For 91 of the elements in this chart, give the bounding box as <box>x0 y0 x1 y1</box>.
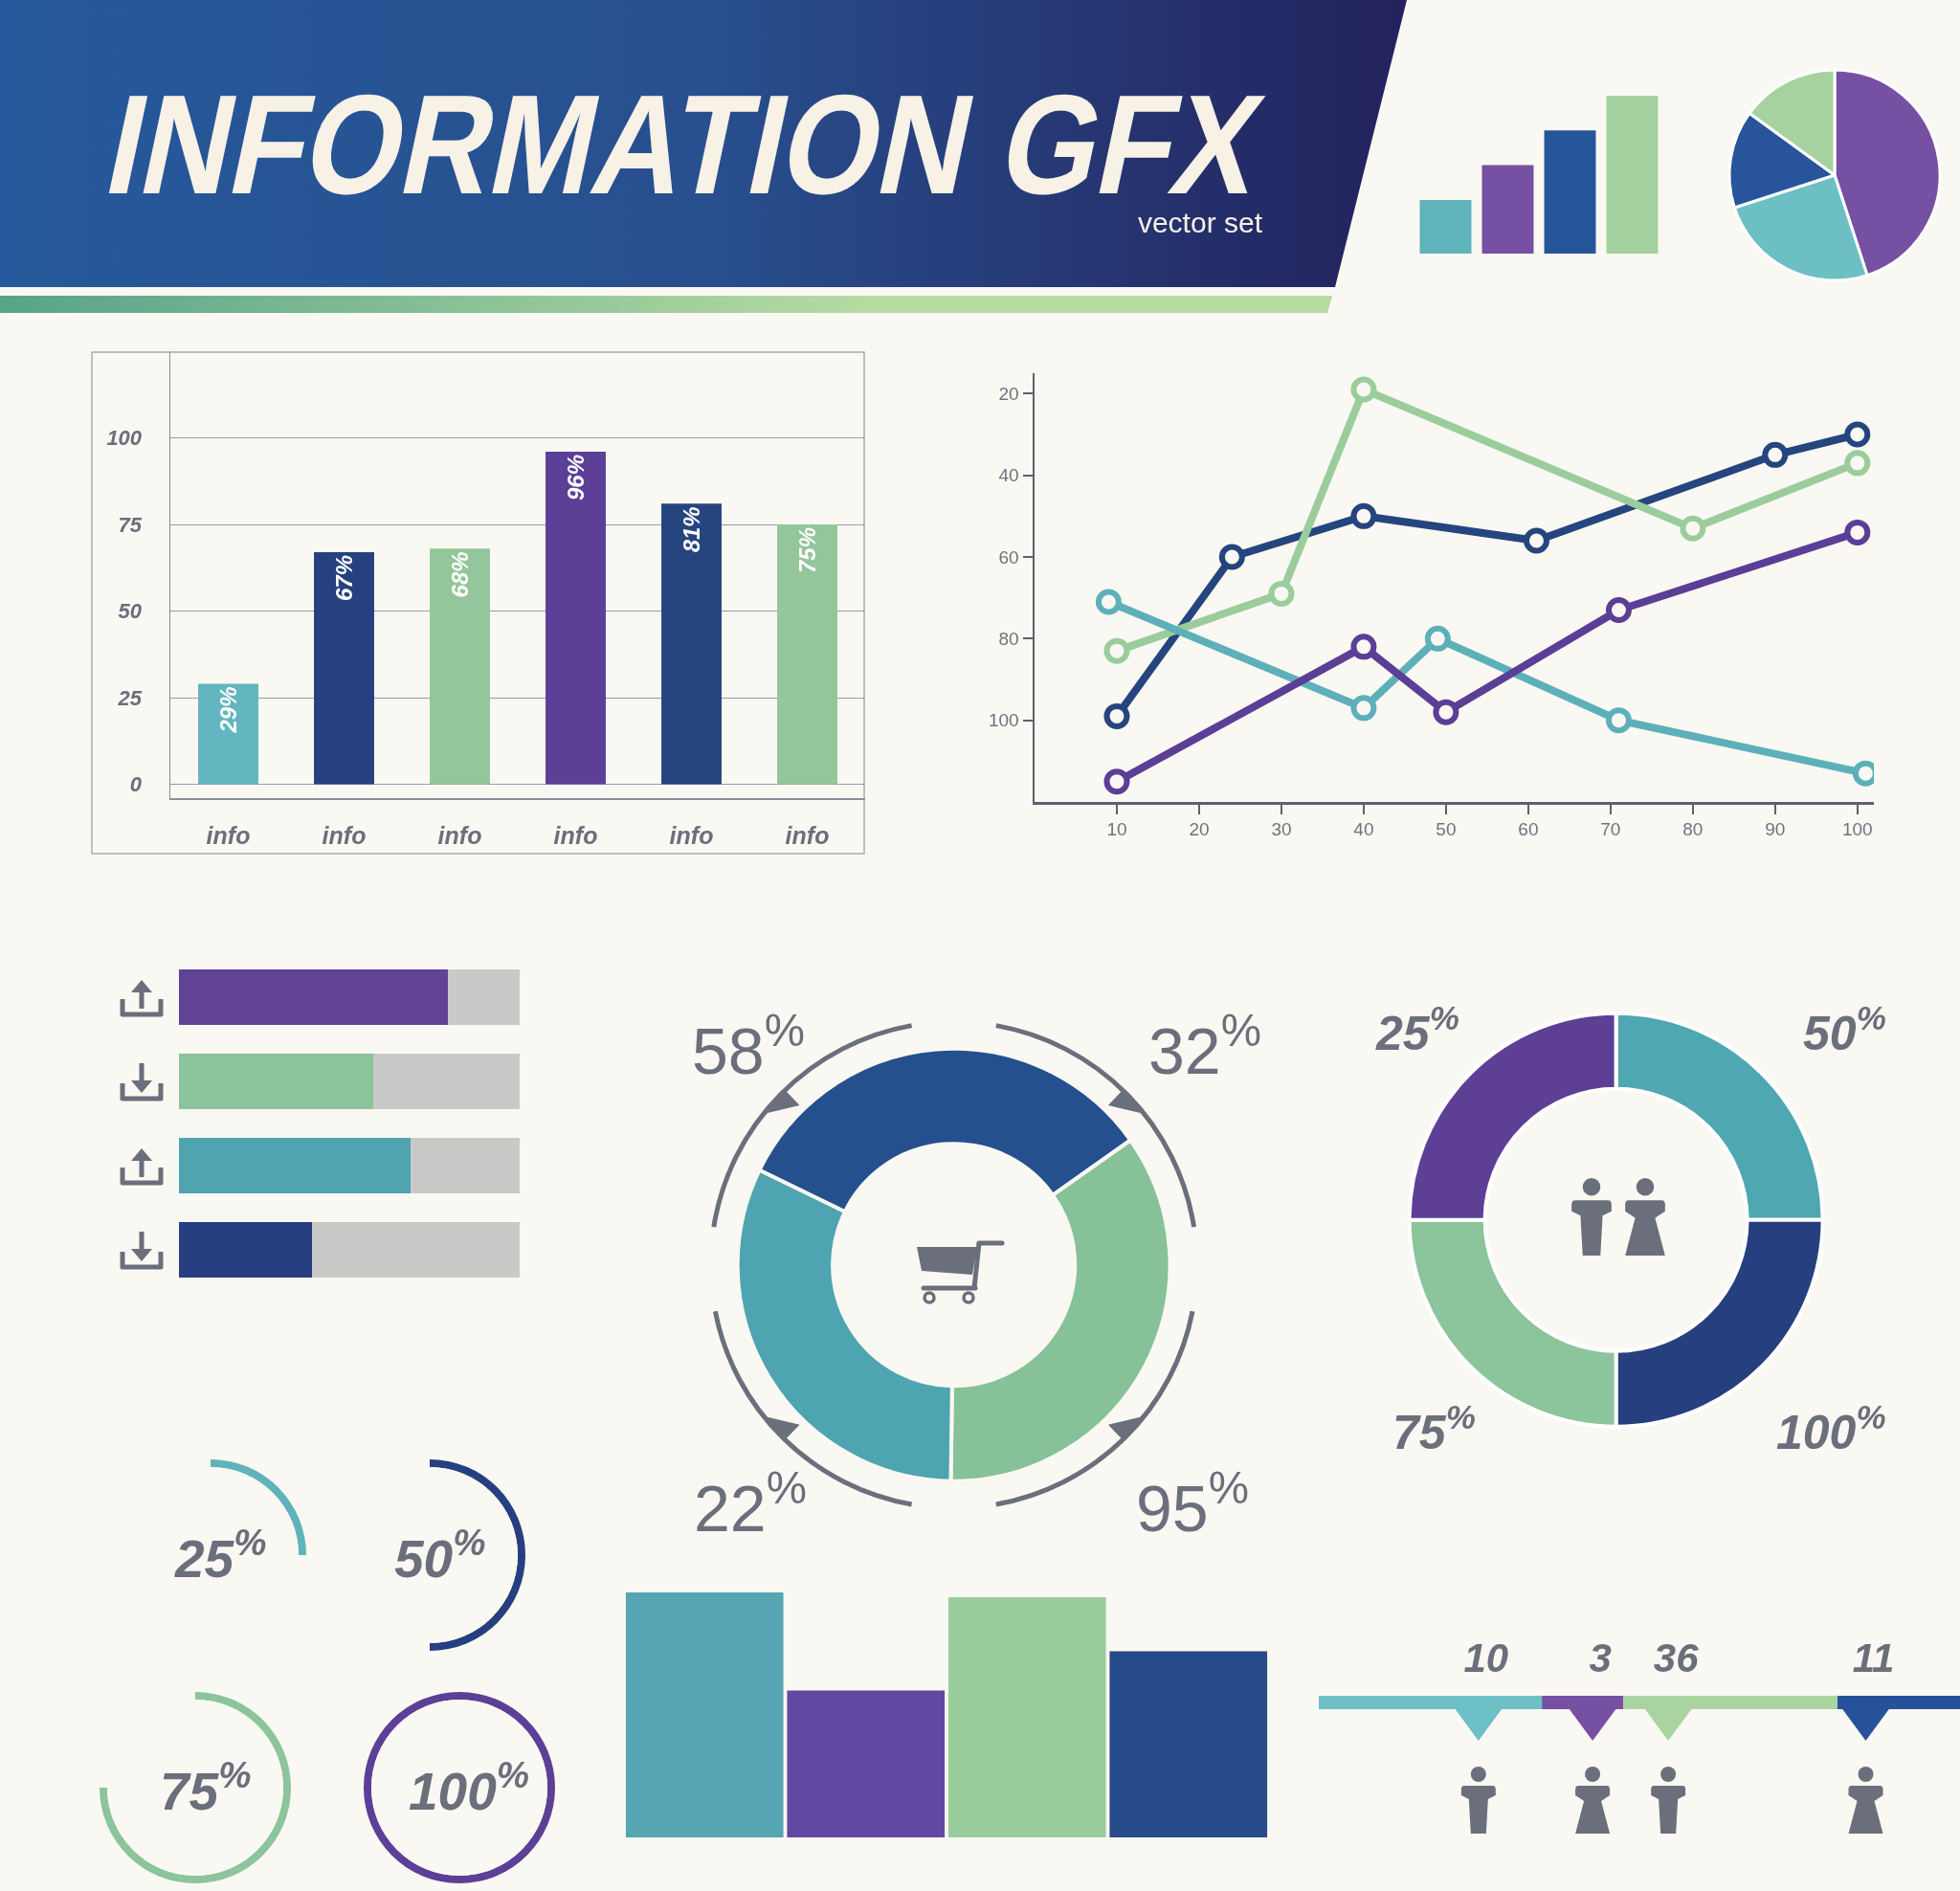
bar <box>625 1592 784 1837</box>
bar <box>314 551 374 785</box>
point <box>1103 768 1130 795</box>
y-tick-label: 100 <box>106 426 143 451</box>
x-tick-label: 20 <box>1189 819 1210 840</box>
data-label: 67% <box>331 554 357 602</box>
point <box>1680 515 1706 542</box>
x-tick-label: 60 <box>1518 819 1539 840</box>
data-label: 50$^{%}$ <box>394 1522 486 1590</box>
bar <box>787 1690 946 1837</box>
y-tick-label: 80 <box>998 628 1019 649</box>
point <box>1605 707 1632 734</box>
point <box>1103 637 1130 664</box>
point <box>1350 695 1377 722</box>
point <box>1268 580 1295 607</box>
x-tick-label: info <box>553 821 598 849</box>
data-label: 11 <box>1852 1635 1895 1680</box>
x-tick-label: 50 <box>1436 819 1457 840</box>
x-tick-label: info <box>785 821 830 849</box>
data-label: 3 <box>1589 1635 1612 1680</box>
text: 32$^{%}$ <box>1148 1005 1261 1087</box>
data-label: 68% <box>447 551 473 598</box>
data-label: 81% <box>679 506 704 553</box>
x-tick-label: 70 <box>1600 819 1621 840</box>
point <box>1844 450 1871 477</box>
bar <box>661 503 722 785</box>
bar <box>1481 165 1534 254</box>
y-tick-label: 50 <box>118 599 143 624</box>
point <box>1350 376 1377 403</box>
data-label: 29% <box>215 686 241 734</box>
point <box>1844 519 1871 545</box>
data-label: 10 <box>1463 1635 1509 1680</box>
point <box>1218 544 1245 570</box>
bar <box>179 1053 373 1110</box>
data-label: 36 <box>1653 1635 1700 1680</box>
point <box>1350 634 1377 660</box>
y-tick-label: 60 <box>998 546 1019 567</box>
x-tick-label: info <box>322 821 367 849</box>
data-label: 25$^{%}$ <box>174 1522 267 1590</box>
text: 25$^{%}$ <box>1375 999 1459 1060</box>
point <box>1762 441 1789 468</box>
x-tick-label: 100 <box>1841 819 1873 840</box>
x-tick-label: 10 <box>1106 819 1127 840</box>
bar <box>430 548 490 785</box>
bar <box>947 1597 1106 1837</box>
point <box>1844 421 1871 448</box>
y-tick-label: 75 <box>118 512 143 537</box>
bar <box>179 1221 312 1279</box>
x-tick-label: info <box>437 821 482 849</box>
data-label: 96% <box>563 454 589 501</box>
bar <box>777 524 837 785</box>
point <box>1095 589 1122 615</box>
bar <box>311 1221 520 1279</box>
point <box>1523 527 1549 554</box>
data-label: 75% <box>794 527 820 574</box>
x-tick-label: 80 <box>1682 819 1704 840</box>
bar <box>179 968 449 1026</box>
x-tick-label: info <box>206 821 251 849</box>
point <box>1605 596 1632 623</box>
bar <box>546 451 606 785</box>
bar <box>372 1053 520 1110</box>
point <box>1350 502 1377 529</box>
point <box>1433 699 1459 725</box>
y-tick-label: 25 <box>117 685 143 710</box>
text: 22$^{%}$ <box>694 1462 807 1545</box>
y-tick-label: 40 <box>998 465 1019 486</box>
x-tick-label: 40 <box>1353 819 1374 840</box>
text: 50$^{%}$ <box>1803 999 1886 1060</box>
point <box>1424 625 1451 652</box>
text: vector set <box>1137 207 1262 238</box>
text: 58$^{%}$ <box>692 1005 805 1087</box>
bar <box>1606 96 1659 254</box>
bar <box>179 1137 412 1194</box>
y-tick-label: 0 <box>129 772 143 797</box>
bar <box>1544 130 1596 254</box>
text: 100$^{%}$ <box>1776 1398 1886 1459</box>
text: 75$^{%}$ <box>1392 1398 1476 1459</box>
y-tick-label: 100 <box>989 710 1019 731</box>
y-tick-label: 20 <box>998 383 1019 404</box>
x-tick-label: 30 <box>1271 819 1292 840</box>
bar <box>1419 199 1472 254</box>
bar <box>198 683 258 785</box>
point <box>1103 702 1130 729</box>
data-label: 100$^{%}$ <box>409 1754 529 1822</box>
data-label: 75$^{%}$ <box>160 1754 252 1822</box>
x-tick-label: info <box>669 821 714 849</box>
x-tick-label: 90 <box>1765 819 1786 840</box>
bar <box>411 1137 520 1194</box>
bar <box>448 968 520 1026</box>
bar <box>1109 1651 1268 1837</box>
text: 95$^{%}$ <box>1136 1462 1249 1545</box>
